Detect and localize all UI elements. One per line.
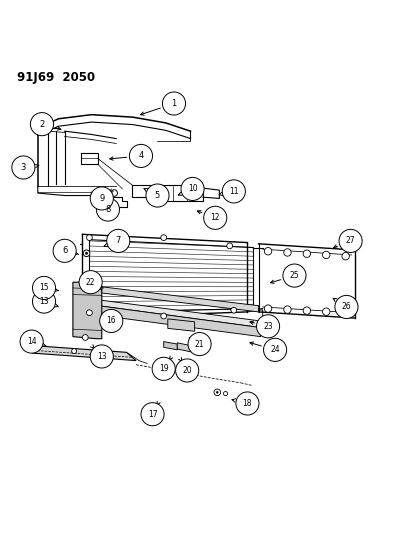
Circle shape <box>160 313 166 319</box>
Circle shape <box>235 392 259 415</box>
Circle shape <box>256 315 279 338</box>
Circle shape <box>282 264 305 287</box>
Circle shape <box>90 345 113 368</box>
Polygon shape <box>73 282 102 338</box>
Circle shape <box>32 277 55 300</box>
Circle shape <box>162 92 185 115</box>
Text: 5: 5 <box>154 191 160 200</box>
Text: 2: 2 <box>39 119 45 128</box>
Circle shape <box>222 180 245 203</box>
Text: 91J69  2050: 91J69 2050 <box>17 70 95 84</box>
Polygon shape <box>77 284 258 312</box>
Text: 13: 13 <box>39 297 49 306</box>
Circle shape <box>107 229 130 253</box>
Text: 16: 16 <box>106 317 116 326</box>
Circle shape <box>53 239 76 262</box>
Circle shape <box>226 243 232 249</box>
Circle shape <box>322 308 329 316</box>
Circle shape <box>188 333 211 356</box>
Polygon shape <box>163 342 177 350</box>
Text: 24: 24 <box>270 345 279 354</box>
Circle shape <box>175 359 198 382</box>
Polygon shape <box>77 284 97 293</box>
Text: 21: 21 <box>195 340 204 349</box>
Text: 18: 18 <box>242 399 252 408</box>
Circle shape <box>338 229 361 253</box>
Circle shape <box>283 306 290 313</box>
Text: 25: 25 <box>289 271 299 280</box>
Circle shape <box>341 253 349 260</box>
Circle shape <box>86 310 92 316</box>
Circle shape <box>264 247 271 255</box>
Text: 8: 8 <box>105 205 110 214</box>
Circle shape <box>71 349 76 353</box>
Circle shape <box>162 191 167 196</box>
Circle shape <box>100 310 123 333</box>
Polygon shape <box>167 319 194 332</box>
Circle shape <box>322 251 329 259</box>
Polygon shape <box>177 343 191 352</box>
Circle shape <box>141 402 164 426</box>
Circle shape <box>216 391 218 393</box>
Circle shape <box>96 198 119 221</box>
Text: 1: 1 <box>171 99 176 108</box>
Circle shape <box>20 330 43 353</box>
Text: 22: 22 <box>85 278 95 287</box>
Text: 15: 15 <box>39 284 49 293</box>
Circle shape <box>160 235 166 240</box>
Text: 26: 26 <box>341 302 350 311</box>
Text: 4: 4 <box>138 151 143 160</box>
Text: 17: 17 <box>147 410 157 419</box>
Circle shape <box>283 249 290 256</box>
Circle shape <box>12 156 35 179</box>
Text: 9: 9 <box>99 194 104 203</box>
Text: 20: 20 <box>182 366 192 375</box>
Circle shape <box>263 338 286 361</box>
Text: 3: 3 <box>21 163 26 172</box>
Text: 14: 14 <box>27 337 36 346</box>
Circle shape <box>203 206 226 229</box>
Text: 13: 13 <box>97 352 106 361</box>
Circle shape <box>264 305 271 312</box>
Circle shape <box>129 144 152 167</box>
Circle shape <box>32 290 55 313</box>
Text: 27: 27 <box>345 237 354 245</box>
Text: 19: 19 <box>159 365 168 373</box>
Polygon shape <box>23 345 136 361</box>
Polygon shape <box>89 304 260 337</box>
Circle shape <box>302 250 310 257</box>
Circle shape <box>341 309 349 317</box>
Circle shape <box>334 295 357 319</box>
Circle shape <box>223 392 227 395</box>
Circle shape <box>302 307 310 314</box>
Text: 7: 7 <box>115 237 121 245</box>
Circle shape <box>145 184 169 207</box>
Circle shape <box>152 357 175 381</box>
Text: 12: 12 <box>210 213 219 222</box>
Circle shape <box>79 271 102 294</box>
Circle shape <box>180 177 204 200</box>
Circle shape <box>90 187 113 210</box>
Circle shape <box>30 112 53 136</box>
Circle shape <box>230 308 236 313</box>
Polygon shape <box>89 298 260 328</box>
Circle shape <box>82 335 88 341</box>
Circle shape <box>85 252 88 255</box>
Circle shape <box>86 235 92 240</box>
Text: 23: 23 <box>263 322 272 331</box>
Circle shape <box>214 389 220 395</box>
Text: 11: 11 <box>228 187 238 196</box>
Text: 6: 6 <box>62 246 67 255</box>
Text: 10: 10 <box>187 184 197 193</box>
Circle shape <box>83 250 90 256</box>
